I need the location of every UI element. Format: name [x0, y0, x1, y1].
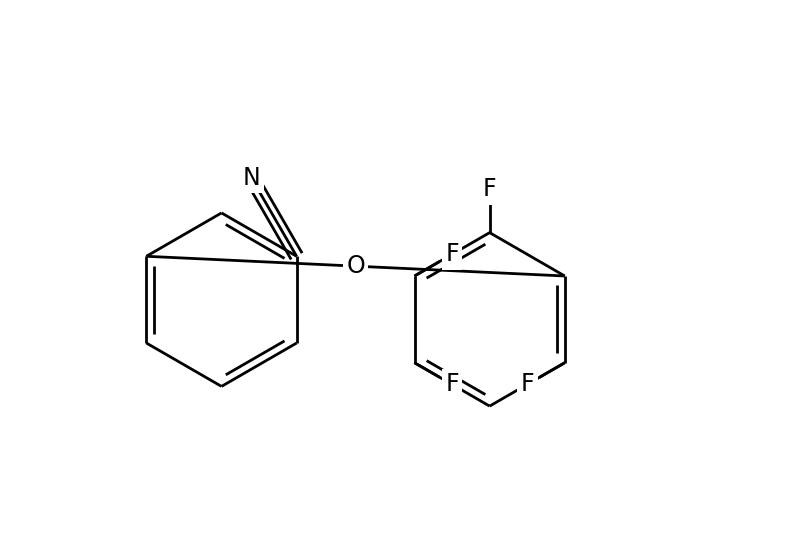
Text: F: F — [483, 177, 496, 201]
Text: F: F — [521, 373, 534, 396]
Text: N: N — [243, 166, 260, 190]
Text: O: O — [346, 254, 365, 278]
Text: F: F — [446, 373, 459, 396]
Text: F: F — [446, 242, 459, 266]
